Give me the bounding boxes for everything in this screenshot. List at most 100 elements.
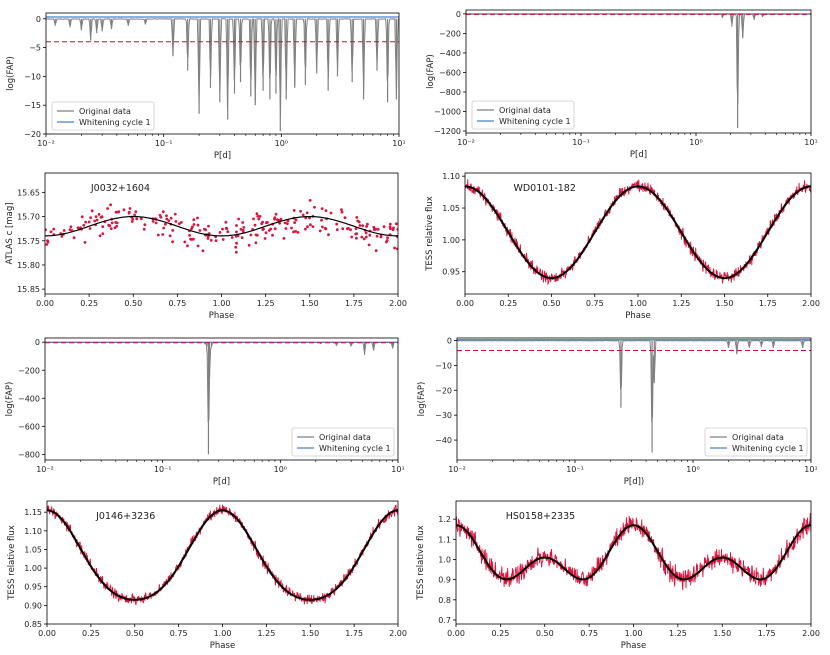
y-tick-label: 0.95 [24,583,42,592]
data-point [72,236,76,240]
data-point [95,218,99,222]
y-tick-label: −800 [18,450,40,459]
x-tick-label: 1.25 [672,299,690,308]
data-point [192,223,196,226]
x-tick-label: 1.00 [625,629,643,638]
data-point [45,228,47,232]
data-point [341,227,345,231]
data-point [235,230,238,234]
data-point [340,210,344,214]
data-point [308,199,312,202]
x-tick-label: 10⁻¹ [572,138,590,147]
legend-label-original: Original data [499,106,551,115]
x-tick-label: 1.50 [716,299,734,308]
data-point [362,237,366,241]
data-point [284,227,288,230]
x-tick-label: 0.00 [456,299,474,308]
data-point [135,217,139,221]
panel-8: HS0158+2335 0.00 0.25 0.50 0.75 1.00 1.25 1.50 1… [416,500,820,651]
data-point [355,216,359,219]
data-point [173,212,177,216]
x-tick-label: 2.00 [802,629,820,638]
data-point [192,218,196,222]
data-point [364,231,368,235]
data-point [169,216,173,220]
y-tick-label: 1.1 [438,535,451,544]
data-point [311,225,315,229]
data-point [293,221,296,225]
panel-7: J0146+3236 0.00 0.25 0.50 0.75 1.00 1.25 1.50 1.… [7,500,407,651]
data-point [376,228,380,231]
x-tick-label: 10⁻¹ [566,465,584,474]
data-point [99,216,103,219]
data-point [367,243,371,247]
x-tick-label: 10⁻² [457,138,475,147]
y-tick-label: 15.70 [17,213,40,222]
legend-label-original: Original data [319,433,371,442]
data-point [388,222,392,226]
x-tick-label: 1.00 [629,299,647,308]
x-axis-label: Phase [621,641,646,651]
data-point [46,239,49,243]
data-point [308,216,311,220]
data-point [128,207,132,210]
legend-label-whitening: Whitening cycle 1 [732,444,804,453]
series-tess-flux [465,179,811,286]
data-point [127,210,131,214]
data-point [278,221,281,225]
data-point [261,228,265,232]
y-tick-label: −30 [435,411,452,420]
data-point [241,228,245,232]
data-point [346,227,349,231]
x-tick-label: 1.00 [213,299,231,308]
data-point [394,222,398,226]
panel-1: 10⁻² 10⁻¹ 10⁰ 10¹ 0 −5 −10 −15 −20 P[d] log(FAP) Or… [6,12,406,161]
data-point [221,227,224,231]
data-point [318,229,322,233]
axes-frame [465,9,812,134]
data-point [286,222,289,226]
x-tick-label: 0.50 [124,299,142,308]
y-tick-label: −600 [439,68,461,77]
y-axis-label: log(FAP) [6,56,16,91]
plot-area [47,504,398,606]
legend-label-whitening: Whitening cycle 1 [499,117,571,126]
data-point [252,217,255,221]
data-point [109,203,112,207]
data-point [131,217,135,221]
data-point [382,225,386,229]
x-tick-label: 0.75 [586,299,604,308]
data-point [62,229,66,232]
data-point [82,223,86,227]
x-tick-label: 10⁰ [686,465,699,474]
series-tess-flux [47,504,398,606]
data-point [226,230,230,234]
data-point [379,235,383,239]
y-axis-label: log(FAP) [5,382,15,417]
x-tick-label: 10⁻¹ [155,139,173,148]
data-point [90,209,94,213]
data-point [263,237,267,240]
data-point [109,227,113,231]
data-point [115,221,119,225]
x-tick-label: 1.75 [758,629,776,638]
data-point [396,247,398,251]
x-tick-label: 10⁰ [274,465,287,474]
panel-4: WD0101-182 0.00 0.25 0.50 0.75 1.00 1.25 1.50 1.… [425,172,820,321]
y-tick-label: 1.0 [438,555,451,564]
x-tick-label: 0.00 [36,299,54,308]
data-point [360,235,364,239]
series-original-data [466,13,811,104]
x-axis-label: P[d] [214,151,231,161]
x-tick-label: 0.00 [38,629,56,638]
data-point [230,236,234,239]
data-point [253,223,257,227]
x-axis-label: Phase [210,641,235,651]
y-axis-label: ATLAS c [mag] [5,202,15,264]
y-tick-label: −800 [439,88,461,97]
data-point [201,249,205,253]
plot-area [465,179,811,286]
data-point [198,229,202,232]
data-point [393,246,396,250]
